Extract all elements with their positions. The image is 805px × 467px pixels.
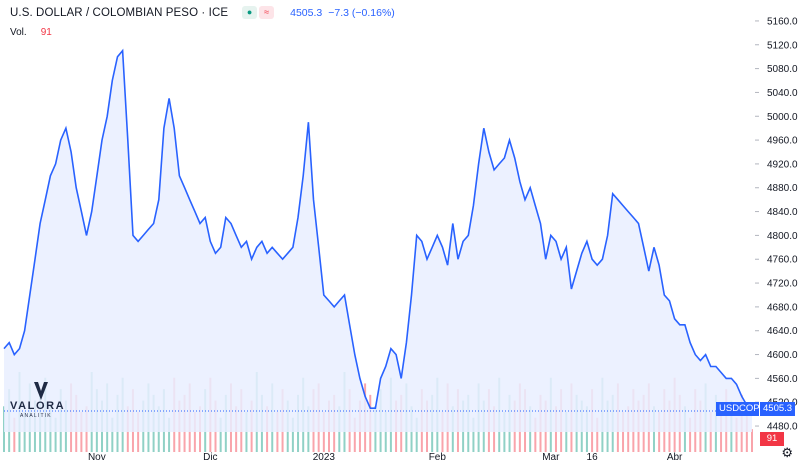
y-tick-label: 4720.0: [767, 279, 798, 290]
y-axis[interactable]: 4480.04520.04560.04600.04640.04680.04720…: [755, 16, 798, 433]
volume-bar: [415, 417, 418, 452]
x-tick-label: Feb: [429, 452, 447, 463]
market-open-icon: ●: [242, 6, 258, 19]
volume-tag: 91: [760, 432, 784, 446]
volume-bar: [596, 417, 599, 452]
x-tick-label: Abr: [667, 452, 683, 463]
gear-icon[interactable]: ⚙: [781, 445, 793, 460]
price-change: −7.3 (−0.16%): [328, 6, 395, 19]
y-tick-label: 4880.0: [767, 183, 798, 194]
y-tick-label: 4920.0: [767, 159, 798, 170]
logo-text: VALORA: [10, 400, 66, 412]
y-tick-label: 5120.0: [767, 40, 798, 51]
y-tick-label: 4640.0: [767, 326, 798, 337]
logo-mark-icon: [34, 382, 48, 400]
y-tick-label: 4960.0: [767, 136, 798, 147]
volume-bar: [111, 417, 114, 452]
volume-bar: [689, 417, 692, 452]
x-axis[interactable]: Nov Dic 2023 Feb Mar 16 Abr: [88, 452, 683, 463]
chart-header: U.S. DOLLAR / COLOMBIAN PESO · ICE ● ≈ 4…: [10, 6, 395, 19]
delayed-data-icon: ≈: [259, 6, 275, 19]
volume-label: Vol.: [10, 27, 27, 38]
logo-subtext: ANALITIK: [20, 413, 52, 419]
x-tick-label: Nov: [88, 452, 106, 463]
price-line: [3, 48, 753, 412]
volume-legend[interactable]: Vol. 91: [10, 27, 52, 38]
y-tick-label: 4840.0: [767, 207, 798, 218]
y-tick-label: 4560.0: [767, 374, 798, 385]
volume-bar: [291, 417, 294, 452]
x-tick-label: Mar: [542, 452, 560, 463]
last-price-tag: 4505.3: [760, 402, 796, 416]
volume-bar: [353, 417, 356, 452]
y-tick-label: 4600.0: [767, 350, 798, 361]
volume-value: 91: [40, 27, 52, 38]
market-status-pill[interactable]: ● ≈: [242, 6, 275, 19]
y-tick-label: 4800.0: [767, 231, 798, 242]
volume-bar: [13, 417, 16, 452]
y-tick-label: 5000.0: [767, 112, 798, 123]
symbol-title[interactable]: U.S. DOLLAR / COLOMBIAN PESO · ICE: [10, 6, 229, 19]
x-tick-label: 16: [587, 452, 599, 463]
last-price: 4505.3: [290, 6, 323, 19]
y-tick-label: 5040.0: [767, 88, 798, 99]
volume-bar: [168, 417, 171, 452]
volume-bar: [54, 417, 57, 452]
x-tick-label: Dic: [203, 452, 217, 463]
price-area-fill: [4, 50, 752, 432]
y-tick-label: 4760.0: [767, 255, 798, 266]
volume-bar: [751, 429, 753, 452]
x-tick-label: 2023: [313, 452, 336, 463]
volume-bar: [735, 417, 738, 452]
valora-logo: VALORA ANALITIK: [10, 382, 72, 426]
y-tick-label: 5080.0: [767, 64, 798, 75]
y-tick-label: 4680.0: [767, 302, 798, 313]
y-tick-label: 4480.0: [767, 422, 798, 433]
volume-bar: [534, 417, 537, 452]
y-tick-label: 5160.0: [767, 16, 798, 27]
volume-bar: [219, 417, 222, 452]
volume-bar: [472, 417, 475, 452]
symbol-price-tag: USDCOP: [716, 402, 759, 416]
